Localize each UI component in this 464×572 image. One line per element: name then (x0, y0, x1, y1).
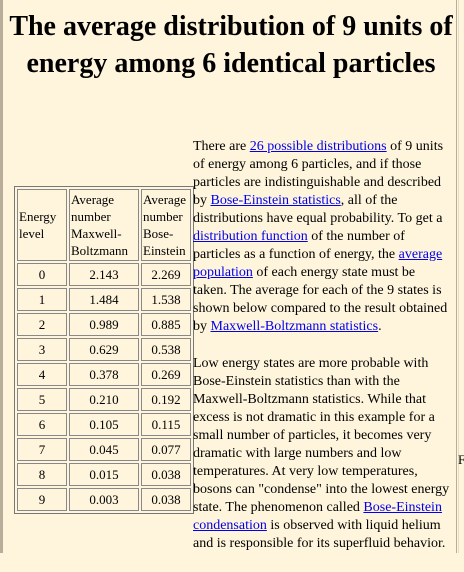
page-title: The average distribution of 9 units of e… (9, 11, 453, 79)
text-span: is observed with liquid helium and is re… (193, 518, 446, 551)
energy-distribution-table: Energy level Average number Maxwell-Bolt… (14, 186, 194, 514)
energy-level-cell: 8 (17, 463, 67, 486)
table-row: 9 0.003 0.038 (17, 488, 191, 511)
average-population-link[interactable]: average population (193, 247, 443, 280)
table-row: 2 0.989 0.885 (17, 313, 191, 336)
text-span: Low energy states are more probable with… (193, 356, 450, 515)
bose-einstein-cell: 0.192 (141, 388, 191, 411)
maxwell-boltzmann-cell: 0.045 (69, 438, 139, 461)
energy-level-cell: 6 (17, 413, 67, 436)
table-row: 4 0.378 0.269 (17, 363, 191, 386)
energy-level-cell: 7 (17, 438, 67, 461)
comparison-paragraph: Low energy states are more probable with… (193, 355, 452, 553)
left-frame-border (0, 0, 3, 553)
right-frame-border-inner (458, 0, 459, 553)
header-maxwell-boltzmann: Average number Maxwell-Boltzmann (69, 189, 139, 261)
bose-einstein-cell: 0.269 (141, 363, 191, 386)
maxwell-boltzmann-cell: 2.143 (69, 263, 139, 286)
maxwell-boltzmann-cell: 0.378 (69, 363, 139, 386)
energy-level-cell: 1 (17, 288, 67, 311)
bose-einstein-cell: 0.115 (141, 413, 191, 436)
energy-level-cell: 2 (17, 313, 67, 336)
text-span: of each energy state must be taken. The … (193, 265, 448, 334)
maxwell-boltzmann-cell: 0.989 (69, 313, 139, 336)
distribution-function-link[interactable]: distribution function (193, 229, 308, 244)
energy-level-cell: 3 (17, 338, 67, 361)
energy-level-cell: 0 (17, 263, 67, 286)
energy-level-cell: 9 (17, 488, 67, 511)
maxwell-boltzmann-cell: 0.015 (69, 463, 139, 486)
article-text: There are 26 possible distributions of 9… (193, 138, 452, 572)
table-row: 7 0.045 0.077 (17, 438, 191, 461)
maxwell-boltzmann-cell: 0.003 (69, 488, 139, 511)
bose-einstein-cell: 1.538 (141, 288, 191, 311)
clipped-adjacent-frame-text: F (458, 452, 464, 467)
table-row: 5 0.210 0.192 (17, 388, 191, 411)
bose-einstein-statistics-link[interactable]: Bose-Einstein statistics (210, 193, 341, 208)
text-span: of the number of particles as a function… (193, 229, 405, 262)
table-row: 6 0.105 0.115 (17, 413, 191, 436)
table-row: 3 0.629 0.538 (17, 338, 191, 361)
energy-level-cell: 4 (17, 363, 67, 386)
bose-einstein-cell: 0.038 (141, 488, 191, 511)
bose-einstein-cell: 0.885 (141, 313, 191, 336)
maxwell-boltzmann-cell: 0.105 (69, 413, 139, 436)
energy-level-cell: 5 (17, 388, 67, 411)
right-frame-border (456, 0, 457, 553)
bose-einstein-cell: 0.538 (141, 338, 191, 361)
possible-distributions-link[interactable]: 26 possible distributions (249, 139, 387, 154)
table-row: 8 0.015 0.038 (17, 463, 191, 486)
text-span: , all of the distributions have equal pr… (193, 193, 443, 226)
bose-einstein-cell: 0.038 (141, 463, 191, 486)
bose-einstein-cell: 2.269 (141, 263, 191, 286)
header-bose-einstein: Average number Bose-Einstein (141, 189, 191, 261)
text-span: There are (193, 139, 250, 154)
maxwell-boltzmann-cell: 0.629 (69, 338, 139, 361)
text-span: . (378, 319, 382, 334)
table-header-row: Energy level Average number Maxwell-Bolt… (17, 189, 191, 261)
table-row: 1 1.484 1.538 (17, 288, 191, 311)
text-span: of 9 units of energy among 6 particles, … (193, 139, 444, 208)
intro-paragraph: There are 26 possible distributions of 9… (193, 138, 452, 336)
maxwell-boltzmann-cell: 0.210 (69, 388, 139, 411)
maxwell-boltzmann-cell: 1.484 (69, 288, 139, 311)
maxwell-boltzmann-statistics-link[interactable]: Maxwell-Boltzmann statistics (210, 319, 379, 334)
bose-einstein-cell: 0.077 (141, 438, 191, 461)
table-row: 0 2.143 2.269 (17, 263, 191, 286)
header-energy-level: Energy level (17, 189, 67, 261)
bose-einstein-condensation-link[interactable]: Bose-Einstein condensation (193, 500, 442, 533)
